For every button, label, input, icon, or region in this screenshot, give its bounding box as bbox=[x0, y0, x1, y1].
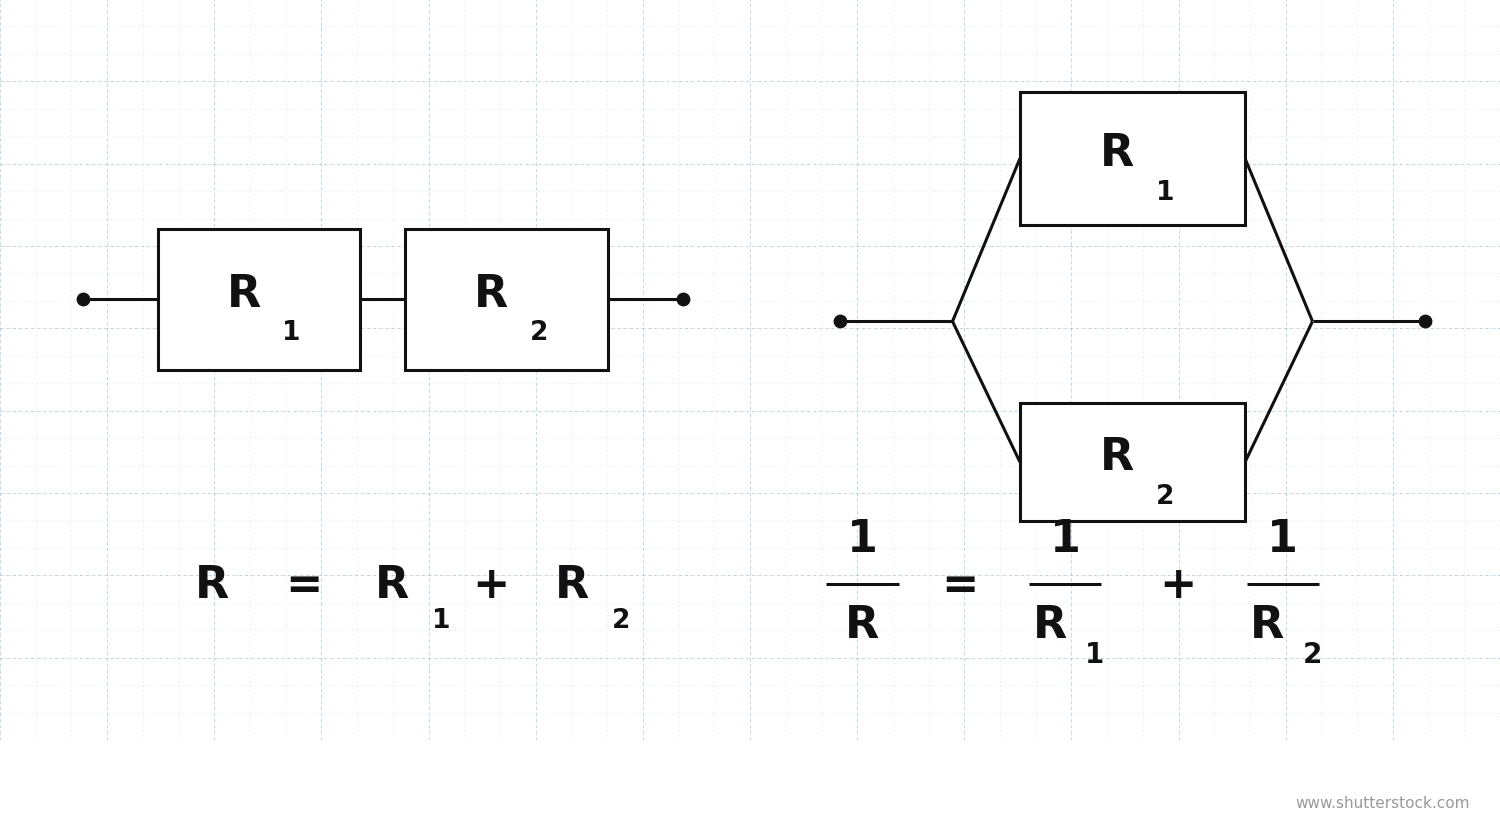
Text: +: + bbox=[1160, 563, 1196, 606]
Text: ck: ck bbox=[243, 769, 282, 798]
Text: =: = bbox=[942, 563, 978, 606]
Text: 2: 2 bbox=[612, 607, 630, 633]
Text: 2: 2 bbox=[1304, 640, 1322, 668]
Text: 2: 2 bbox=[530, 320, 549, 346]
Text: R: R bbox=[474, 272, 508, 315]
Text: R: R bbox=[846, 603, 879, 646]
Text: R: R bbox=[1101, 131, 1134, 174]
Point bbox=[70, 293, 94, 306]
Text: ®: ® bbox=[282, 766, 296, 780]
Text: 1: 1 bbox=[847, 518, 877, 561]
Point bbox=[670, 293, 694, 306]
Text: 1: 1 bbox=[282, 320, 302, 346]
Text: 1: 1 bbox=[1156, 179, 1174, 205]
Point bbox=[1413, 315, 1437, 328]
Text: =: = bbox=[285, 563, 322, 606]
Text: www.shutterstock.com: www.shutterstock.com bbox=[1296, 796, 1470, 810]
Text: R: R bbox=[195, 563, 230, 606]
Text: R: R bbox=[1251, 603, 1284, 646]
Text: R: R bbox=[1034, 603, 1066, 646]
Text: +: + bbox=[472, 563, 510, 606]
Text: 2: 2 bbox=[1156, 483, 1174, 509]
Text: 1: 1 bbox=[1050, 518, 1080, 561]
Text: IMAGE ID: 2206326161: IMAGE ID: 2206326161 bbox=[1293, 761, 1470, 776]
Text: 1: 1 bbox=[1086, 640, 1104, 668]
Bar bbox=[1020, 404, 1245, 522]
Text: R: R bbox=[555, 563, 590, 606]
Text: R: R bbox=[375, 563, 410, 606]
Bar bbox=[1020, 93, 1245, 226]
Text: 1: 1 bbox=[432, 607, 450, 633]
Text: R: R bbox=[226, 272, 261, 315]
Bar bbox=[405, 229, 608, 370]
Bar bbox=[158, 229, 360, 370]
Text: shutterst: shutterst bbox=[27, 769, 186, 798]
Text: 1: 1 bbox=[1268, 518, 1298, 561]
Point bbox=[828, 315, 852, 328]
Text: R: R bbox=[1101, 435, 1134, 478]
Text: ●: ● bbox=[219, 772, 242, 796]
